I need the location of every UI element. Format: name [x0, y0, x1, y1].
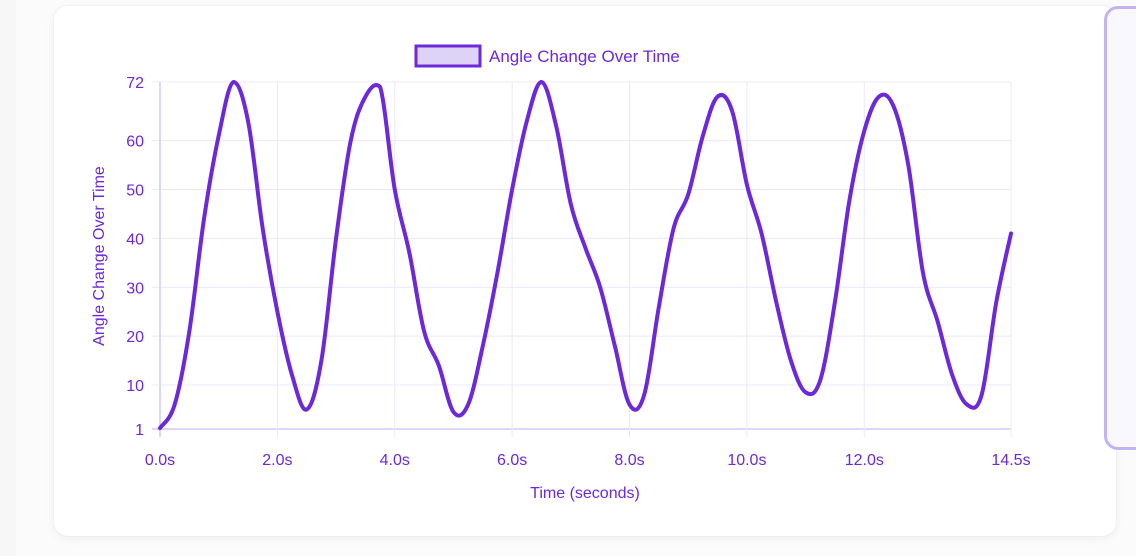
- y-axis-ticks: 1 10 20 30 40 50 60 72: [126, 75, 144, 439]
- x-tick-label: 10.0s: [727, 452, 766, 469]
- x-tick-label: 4.0s: [380, 452, 410, 469]
- x-tick-label: 6.0s: [497, 452, 527, 469]
- x-tick-label: 14.5s: [991, 452, 1030, 469]
- y-tick-label: 40: [126, 231, 144, 248]
- x-tick-label: 8.0s: [614, 452, 644, 469]
- legend-label: Angle Change Over Time: [489, 47, 680, 66]
- y-tick-label: 50: [126, 183, 144, 200]
- legend[interactable]: Angle Change Over Time: [414, 44, 680, 68]
- y-tick-label: 10: [126, 378, 144, 395]
- series-line: [158, 80, 1013, 431]
- x-tick-label: 12.0s: [845, 452, 884, 469]
- y-axis-title: Angle Change Over Time: [91, 166, 108, 346]
- y-tick-label: 20: [126, 329, 144, 346]
- chart-card: [54, 6, 1116, 536]
- y-tick-label: 30: [126, 280, 144, 297]
- chart-grid: [152, 81, 1012, 437]
- x-axis-title: Time (seconds): [530, 485, 640, 502]
- legend-swatch: [414, 44, 482, 68]
- x-axis-ticks: 0.0s 2.0s 4.0s 6.0s 8.0s 10.0s 12.0s 14.5s: [145, 452, 1031, 469]
- x-tick-label: 0.0s: [145, 452, 175, 469]
- y-tick-label: 60: [126, 134, 144, 151]
- side-panel: [1104, 6, 1136, 450]
- y-tick-label: 72: [126, 75, 144, 92]
- y-tick-label: 1: [135, 422, 144, 439]
- x-tick-label: 2.0s: [262, 452, 292, 469]
